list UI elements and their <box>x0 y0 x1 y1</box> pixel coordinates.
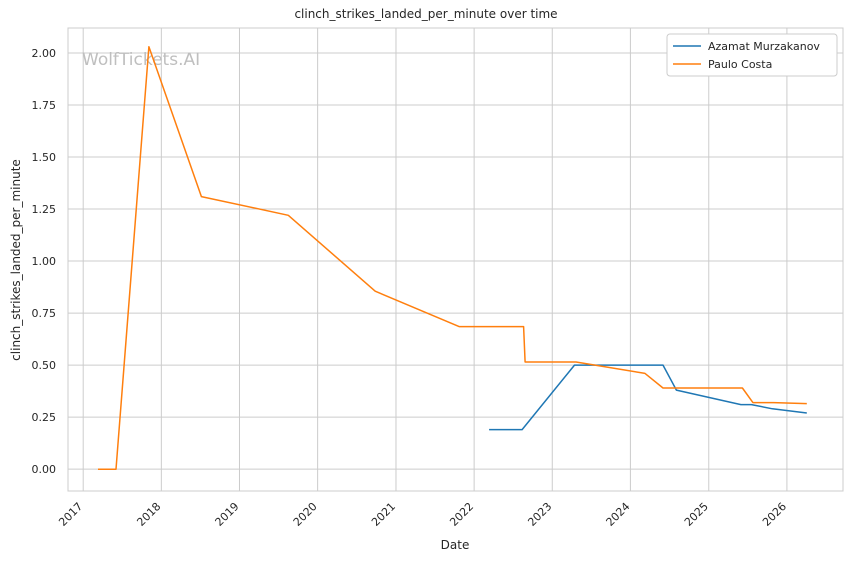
x-tick-label: 2018 <box>134 500 163 529</box>
legend: Azamat Murzakanov Paulo Costa <box>666 33 838 77</box>
y-axis-label: clinch_strikes_landed_per_minute <box>9 159 23 361</box>
x-tick-label: 2026 <box>760 500 789 529</box>
watermark-text: WolfTickets.AI <box>82 50 200 70</box>
y-tick-label: 2.00 <box>32 47 57 60</box>
x-tick-label: 2021 <box>369 500 398 529</box>
y-tick-label: 1.50 <box>32 151 57 164</box>
y-tick-label: 1.75 <box>32 99 57 112</box>
x-tick-label: 2019 <box>213 500 242 529</box>
y-tick-label: 0.25 <box>32 411 57 424</box>
y-tick-label: 0.00 <box>32 463 57 476</box>
x-tick-label: 2022 <box>447 500 476 529</box>
x-tick-label: 2025 <box>682 500 711 529</box>
x-tick-label: 2023 <box>525 500 554 529</box>
series-line-azamat-murzakanov <box>489 364 807 431</box>
y-tick-label: 1.25 <box>32 203 57 216</box>
y-tick-label: 0.75 <box>32 307 57 320</box>
y-gridlines <box>68 52 843 470</box>
chart-title: clinch_strikes_landed_per_minute over ti… <box>294 7 557 21</box>
legend-label-azamat-murzakanov: Azamat Murzakanov <box>708 40 820 53</box>
plot-area <box>67 27 844 492</box>
x-tick-label: 2020 <box>291 500 320 529</box>
y-tick-label: 0.50 <box>32 359 57 372</box>
x-axis-label: Date <box>441 538 470 552</box>
x-tick-label: 2017 <box>56 500 85 529</box>
legend-box <box>666 33 838 77</box>
series-line-paulo-costa <box>98 45 807 470</box>
y-tick-labels: 0.00 0.25 0.50 0.75 1.00 1.25 1.50 1.75 2.00 <box>32 47 57 476</box>
legend-label-paulo-costa: Paulo Costa <box>708 58 772 71</box>
x-tick-label: 2024 <box>604 500 633 529</box>
x-tick-labels: 2017 2018 2019 2020 2021 2022 2023 2024 2025 2026 <box>56 500 789 529</box>
y-tick-label: 1.00 <box>32 255 57 268</box>
series-layer <box>98 45 807 470</box>
